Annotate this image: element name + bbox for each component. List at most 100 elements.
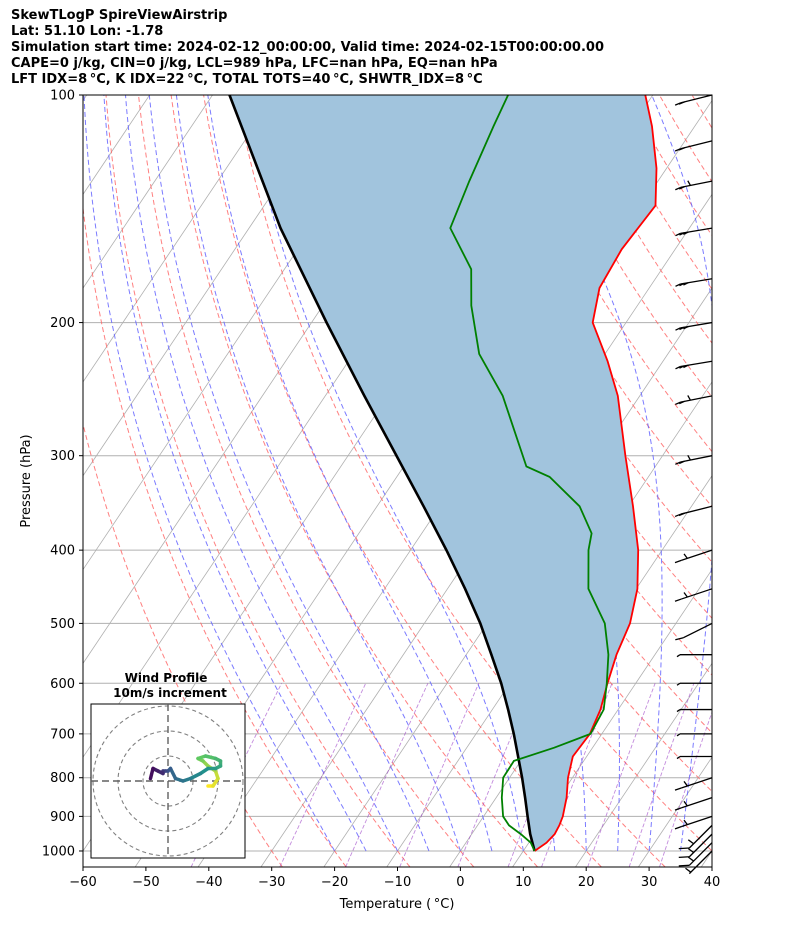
y-axis-label: Pressure (hPa) <box>19 434 34 527</box>
isotherm-line <box>386 381 712 867</box>
mixing-ratio-line <box>628 683 695 867</box>
wind-barb <box>678 842 713 867</box>
mixing-ratio-line <box>541 683 613 867</box>
moist-adiabat <box>711 847 712 851</box>
chart-title: SkewTLogP SpireViewAirstrip <box>11 8 228 23</box>
isotherm-line <box>83 95 339 477</box>
moist-adiabat <box>521 95 663 852</box>
wind-barb <box>676 733 712 737</box>
cape-line: CAPE=0 j/kg, CIN=0 j/kg, LCL=989 hPa, LF… <box>11 56 498 71</box>
moist-adiabat <box>148 95 430 852</box>
mixing-ratio-line <box>587 683 656 867</box>
x-tick-label: −20 <box>321 875 348 890</box>
mixing-ratio-line <box>659 710 712 867</box>
isotherm-line <box>83 95 213 289</box>
isotherm-line <box>764 95 794 867</box>
y-tick-label: 1000 <box>42 844 75 859</box>
dry-adiabat <box>691 95 712 129</box>
x-axis-label: Temperature ( °C) <box>339 897 455 912</box>
wind-barb <box>674 94 713 106</box>
wind-barb <box>674 777 713 791</box>
x-tick-label: 40 <box>704 875 721 890</box>
dry-adiabat <box>725 95 794 867</box>
wind-barb <box>675 180 713 191</box>
time-line: Simulation start time: 2024-02-12_00:00:… <box>11 40 604 55</box>
location-line: Lat: 51.10 Lon: -1.78 <box>11 24 164 39</box>
moist-adiabat <box>103 95 367 852</box>
isotherm-line <box>83 95 276 383</box>
y-tick-label: 700 <box>50 727 75 742</box>
wind-barb <box>674 588 713 602</box>
dry-adiabat <box>496 95 712 453</box>
isotherm-line <box>700 850 712 867</box>
wind-barb <box>675 227 713 237</box>
wind-barb <box>675 278 713 287</box>
y-tick-label: 500 <box>50 617 75 632</box>
wind-barb <box>675 360 713 370</box>
x-tick-label: −40 <box>195 875 222 890</box>
dry-adiabat <box>658 95 712 183</box>
y-tick-label: 800 <box>50 771 75 786</box>
isotherm-line <box>512 568 712 867</box>
wind-barb <box>674 549 713 564</box>
x-tick-label: −10 <box>384 875 411 890</box>
hodograph-segment <box>168 766 178 781</box>
wind-barb <box>675 454 713 465</box>
isotherm-line <box>638 756 712 867</box>
moist-adiabat <box>207 95 493 852</box>
isotherm-line <box>83 95 88 102</box>
moist-adiabat <box>651 95 712 852</box>
cin-shaded-area <box>229 95 657 851</box>
mixing-ratio-line <box>279 683 367 867</box>
wind-barb <box>676 682 712 686</box>
y-tick-label: 600 <box>50 677 75 692</box>
inset-title: Wind Profile <box>125 671 208 685</box>
wind-barb <box>676 708 712 713</box>
y-tick-label: 900 <box>50 810 75 825</box>
hodograph-segment <box>188 771 203 781</box>
dewpoint-line <box>449 95 610 852</box>
inset-subtitle: 10m/s increment <box>113 686 227 700</box>
x-tick-label: −30 <box>258 875 285 890</box>
y-tick-label: 300 <box>50 449 75 464</box>
mixing-ratio-line <box>345 683 429 867</box>
dry-adiabat <box>790 95 794 867</box>
temperature-line <box>534 95 658 852</box>
x-tick-label: −50 <box>132 875 159 890</box>
x-tick-label: −60 <box>69 875 96 890</box>
parcel-profile-line <box>228 95 536 852</box>
wind-barb <box>674 815 713 830</box>
moist-adiabat <box>125 95 398 852</box>
hodograph-segment <box>148 766 155 781</box>
mixing-ratio-line <box>399 683 480 867</box>
y-tick-label: 200 <box>50 316 75 331</box>
dry-adiabat <box>170 95 538 867</box>
y-tick-label: 100 <box>50 89 75 104</box>
dry-adiabat <box>83 422 283 867</box>
dry-adiabat <box>83 204 347 867</box>
x-tick-label: 30 <box>641 875 658 890</box>
dry-adiabat <box>138 95 475 867</box>
dry-adiabat <box>365 95 712 676</box>
dry-adiabat <box>757 95 794 867</box>
index-line: LFT IDX=8 °C, K IDX=22 °C, TOTAL TOTS=40… <box>11 72 483 87</box>
dry-adiabat <box>463 95 712 508</box>
wind-barb <box>676 654 712 658</box>
x-tick-label: 10 <box>515 875 532 890</box>
wind-barb <box>676 755 712 760</box>
wind-barb <box>674 505 713 518</box>
dry-adiabat <box>235 95 666 867</box>
wind-barb <box>685 850 713 875</box>
wind-barb <box>675 622 713 641</box>
wind-barb <box>678 833 713 859</box>
wind-barb <box>675 395 713 406</box>
moist-adiabat <box>175 95 461 852</box>
wind-barb <box>678 824 713 850</box>
y-tick-label: 400 <box>50 544 75 559</box>
wind-barb <box>674 140 713 152</box>
x-tick-label: 0 <box>456 875 464 890</box>
x-tick-label: 20 <box>578 875 595 890</box>
chart-header: SkewTLogP SpireViewAirstrip Lat: 51.10 L… <box>11 8 604 88</box>
wind-barb <box>674 797 713 811</box>
